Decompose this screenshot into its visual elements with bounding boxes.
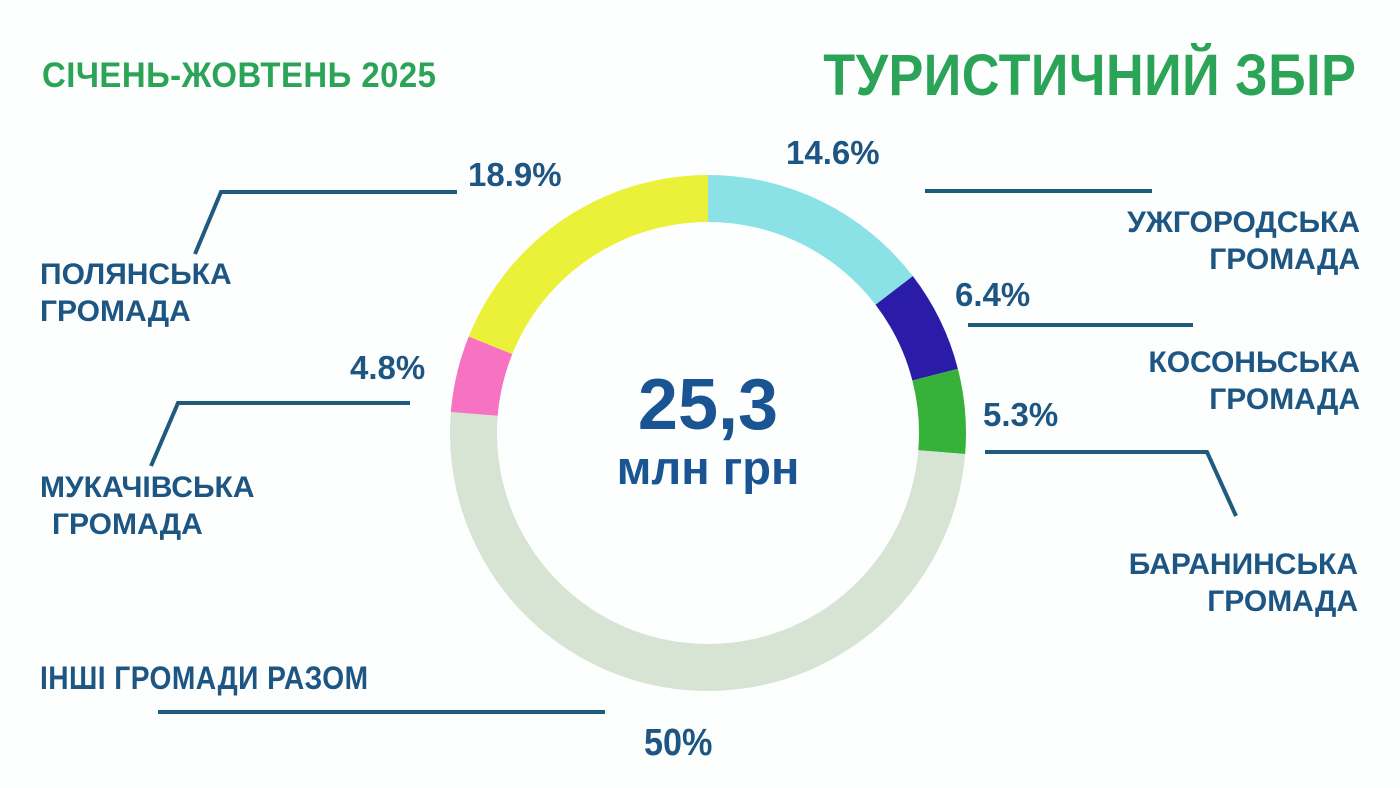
uzhhorodska-community-label: УЖГОРОДСЬКА ГРОМАДА	[1127, 204, 1360, 278]
mukachivska-name-line2: ГРОМАДА	[52, 508, 203, 541]
donut-slice-polyanska	[468, 175, 708, 355]
kosonska-name-line1: КОСОНЬСЬКА	[1148, 346, 1360, 379]
mukachivska-community-label: МУКАЧІВСЬКА ГРОМАДА	[40, 469, 254, 543]
uzhhorodska-pct-label: 14.6%	[786, 134, 880, 171]
donut-slice-kosonska	[875, 276, 958, 381]
inshi-community-label: ІНШІ ГРОМАДИ РАЗОМ	[40, 660, 369, 696]
baraninska-community-label: БАРАНИНСЬКА ГРОМАДА	[1129, 546, 1358, 620]
uzhhorodska-name-line1: УЖГОРОДСЬКА	[1127, 206, 1360, 239]
donut-slice-baraninska	[912, 368, 966, 455]
page-title: ТУРИСТИЧНИЙ ЗБІР	[822, 43, 1356, 108]
donut-slice-inshi	[449, 411, 966, 692]
donut-slice-uzhhorodska	[708, 175, 913, 305]
mukachivska-name-line1: МУКАЧІВСЬКА	[40, 471, 255, 504]
polyanska-leader-line	[193, 190, 457, 255]
kosonska-pct-label: 6.4%	[955, 276, 1031, 313]
period-label: СІЧЕНЬ-ЖОВТЕНЬ 2025	[42, 56, 437, 95]
polyanska-pct-label: 18.9%	[468, 156, 562, 193]
baraninska-name-line2: ГРОМАДА	[1207, 585, 1358, 618]
baraninska-leader-line	[985, 450, 1238, 517]
mukachivska-leader-line	[149, 401, 410, 467]
mukachivska-pct-label: 4.8%	[350, 349, 426, 386]
donut-chart	[449, 175, 966, 692]
kosonska-name-line2: ГРОМАДА	[1209, 383, 1360, 416]
kosonska-community-label: КОСОНЬСЬКА ГРОМАДА	[1148, 344, 1360, 418]
uzhhorodska-name-line2: ГРОМАДА	[1209, 243, 1360, 276]
polyanska-name-line1: ПОЛЯНСЬКА	[40, 258, 232, 291]
baraninska-name-line1: БАРАНИНСЬКА	[1128, 548, 1358, 581]
donut-slice-mukachivska	[450, 336, 513, 416]
baraninska-pct-label: 5.3%	[983, 396, 1059, 433]
polyanska-community-label: ПОЛЯНСЬКА ГРОМАДА	[40, 256, 232, 330]
polyanska-name-line2: ГРОМАДА	[40, 295, 191, 328]
inshi-pct-label: 50%	[644, 722, 713, 764]
